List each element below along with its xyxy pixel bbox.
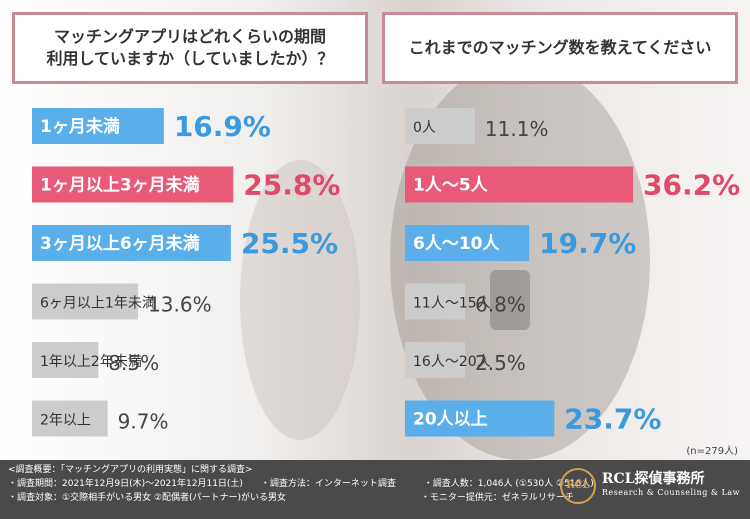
bar [405, 283, 465, 320]
company-logo: RCL RCL探偵事務所 Research & Counseling & Law [559, 468, 740, 504]
bar [32, 342, 99, 378]
footer-method: ・調査方法：インターネット調査 [260, 479, 396, 489]
value-label: 6.8% [475, 293, 526, 317]
bar [32, 283, 139, 320]
category-label: 6人〜10人 [413, 234, 500, 254]
bar [32, 400, 108, 437]
category-label: 20人以上 [413, 410, 488, 430]
left-title-line1: マッチングアプリはどれくらいの期間 [53, 27, 326, 46]
footer-provider: ・モニター提供元：ゼネラルリサーチ [420, 493, 574, 503]
bar [32, 108, 164, 144]
survey-footer: <調査概要：「マッチングアプリの利用実態」に関する調査> ・調査期間：2021年… [0, 460, 750, 519]
category-label: 16人〜20人 [413, 354, 491, 370]
bar [405, 225, 530, 261]
value-label: 2.5% [475, 351, 526, 375]
category-label: 1年以上2年未満 [40, 354, 142, 370]
value-label: 25.5% [241, 227, 338, 260]
bar [405, 342, 465, 378]
bar [405, 166, 634, 203]
logo-subtitle: Research & Counseling & Law [601, 488, 740, 497]
category-label: 6ヶ月以上1年未満 [40, 296, 156, 312]
right-title-text: これまでのマッチング数を教えてください [408, 38, 712, 57]
value-label: 11.1% [485, 117, 549, 141]
value-label: 19.7% [539, 227, 636, 260]
bar [32, 225, 231, 261]
value-label: 13.6% [148, 293, 212, 317]
category-label: 3ヶ月以上6ヶ月未満 [40, 233, 200, 254]
value-label: 23.7% [564, 403, 661, 436]
category-label: 1ヶ月以上3ヶ月未満 [40, 175, 200, 196]
category-label: 1ヶ月未満 [40, 116, 120, 137]
footer-heading: <調査概要：「マッチングアプリの利用実態」に関する調査> [8, 465, 253, 475]
logo-name: RCL探偵事務所 [601, 471, 705, 487]
category-label: 11人〜15人 [413, 296, 491, 312]
bar [405, 400, 555, 437]
value-label: 9.7% [118, 410, 169, 434]
footer-count: ・調査人数：1,046人 (①530人 ②516人) [423, 479, 594, 489]
bar [32, 166, 234, 203]
footer-period: ・調査期間：2021年12月9日(木)～2021年12月11日(土) [8, 479, 243, 489]
value-label: 25.8% [243, 169, 340, 202]
sample-size-note: (n=279人) [686, 446, 738, 457]
footer-target: ・調査対象：①交際相手がいる男女 ②配偶者(パートナー)がいる男女 [8, 493, 287, 503]
value-label: 8.5% [108, 351, 159, 375]
right-chart-title: これまでのマッチング数を教えてください [382, 12, 738, 84]
bar [405, 108, 475, 144]
category-label: 1人〜5人 [413, 176, 489, 196]
category-label: 0人 [413, 120, 436, 136]
value-label: 36.2% [643, 169, 740, 202]
bar-charts: 1ヶ月未満 16.9% 1ヶ月以上3ヶ月未満 25.8% 3ヶ月以上6ヶ月未満 25.5%… [32, 108, 740, 437]
left-chart-title: マッチングアプリはどれくらいの期間 利用していますか（していましたか）？ [12, 12, 368, 84]
value-label: 16.9% [174, 110, 271, 143]
logo-seal-icon: RCL [559, 468, 596, 504]
left-title-line2: 利用していますか（していましたか）？ [46, 49, 334, 68]
category-label: 2年以上 [40, 413, 91, 429]
